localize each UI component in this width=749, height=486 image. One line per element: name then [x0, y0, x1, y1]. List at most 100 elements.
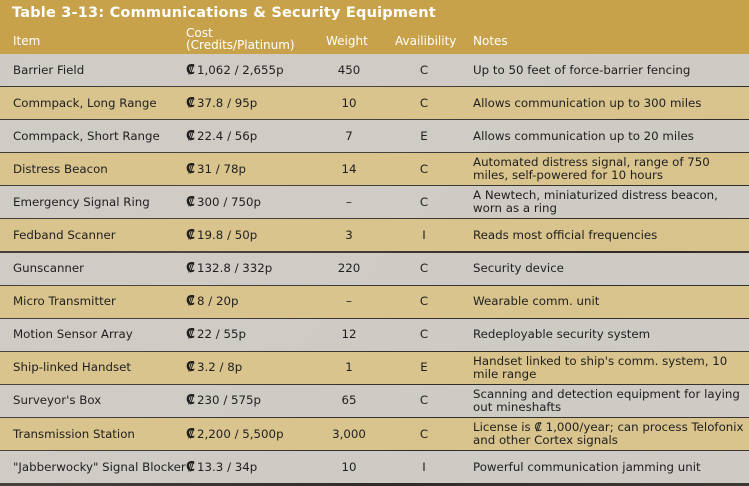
notes-cell: Handset linked to ship's comm. system, 1… [473, 353, 728, 381]
availability-cell: C [419, 95, 429, 110]
weight-cell: 3,000 [332, 426, 366, 441]
notes-cell: Redeployable security system [473, 327, 651, 342]
cost-value: 230 / 575p [197, 393, 262, 408]
table-row: Emergency Signal Ring ₡ 300 / 750p – C A Newt… [0, 186, 749, 219]
table-row: Transmission Station ₡ 2,200 / 5,500p 3,000… [0, 418, 749, 451]
item-cell: Commpack, Short Range [13, 128, 160, 143]
item-cell: Emergency Signal Ring [13, 194, 150, 209]
weight-cell: 220 [337, 261, 361, 276]
credit-symbol: ₡ [186, 161, 196, 177]
cost-value: 31 / 78p [197, 161, 247, 176]
header-notes: Notes [473, 34, 508, 48]
availability-cell: C [419, 294, 429, 309]
item-cell: "Jabberwocky" Signal Blocker [13, 459, 186, 474]
cost-cell: ₡ 132.8 / 332p [186, 253, 316, 285]
notes-cell: License is ₡ 1,000/year; can process Tel… [473, 420, 744, 448]
credit-symbol: ₡ [186, 459, 196, 475]
availability-cell: E [420, 128, 428, 143]
weight-cell: 12 [341, 327, 357, 342]
notes-cell: Automated distress signal, range of 750 … [473, 155, 710, 183]
availability-cell: C [419, 62, 429, 77]
credit-symbol: ₡ [186, 128, 196, 144]
cost-cell: ₡ 22.4 / 56p [186, 120, 316, 152]
availability-cell: C [419, 393, 429, 408]
availability-cell: E [420, 360, 428, 375]
notes-cell: Scanning and detection equipment for lay… [473, 386, 740, 414]
item-cell: Fedband Scanner [13, 227, 116, 242]
cost-value: 3.2 / 8p [197, 360, 243, 375]
cost-cell: ₡ 3.2 / 8p [186, 352, 316, 384]
table-row: Surveyor's Box ₡ 230 / 575p 65 C Scanning and… [0, 384, 749, 417]
header-item: Item [13, 34, 41, 48]
availability-cell: C [419, 327, 429, 342]
weight-cell: – [346, 194, 352, 209]
cost-cell: ₡ 8 / 20p [186, 286, 316, 318]
credit-symbol: ₡ [186, 194, 196, 210]
notes-cell: Allows communication up to 20 miles [473, 128, 694, 143]
availability-cell: C [419, 426, 429, 441]
cost-value: 1,062 / 2,655p [197, 62, 284, 77]
notes-cell: Up to 50 feet of force-barrier fencing [473, 62, 691, 77]
notes-cell: A Newtech, miniaturized distress beacon,… [473, 188, 718, 216]
notes-cell: Powerful communication jamming unit [473, 459, 701, 474]
credit-symbol: ₡ [186, 327, 196, 343]
item-cell: Motion Sensor Array [13, 327, 133, 342]
credit-symbol: ₡ [186, 360, 196, 376]
table-row: Micro Transmitter ₡ 8 / 20p – C Wearable comm… [0, 285, 749, 318]
cost-value: 13.3 / 34p [197, 459, 258, 474]
credit-symbol: ₡ [186, 261, 196, 277]
weight-cell: 10 [341, 459, 357, 474]
cost-value: 300 / 750p [197, 194, 262, 209]
table-row: Motion Sensor Array ₡ 22 / 55p 12 C Redeploya… [0, 318, 749, 351]
cost-cell: ₡ 300 / 750p [186, 186, 316, 218]
weight-cell: 65 [341, 393, 357, 408]
credit-symbol: ₡ [186, 95, 196, 111]
header-cost: Cost (Credits/Platinum) [186, 27, 295, 51]
cost-cell: ₡ 2,200 / 5,500p [186, 418, 316, 450]
header-cost-line2: (Credits/Platinum) [186, 38, 295, 52]
notes-cell: Wearable comm. unit [473, 294, 600, 309]
table-body: Barrier Field ₡ 1,062 / 2,655p 450 C Up to 50… [0, 54, 749, 484]
table-row: Fedband Scanner ₡ 19.8 / 50p 3 I Reads most o… [0, 219, 749, 252]
item-cell: Micro Transmitter [13, 294, 116, 309]
weight-cell: 14 [341, 161, 357, 176]
cost-cell: ₡ 1,062 / 2,655p [186, 54, 316, 86]
cost-cell: ₡ 19.8 / 50p [186, 219, 316, 251]
credit-symbol: ₡ [186, 62, 196, 78]
credit-symbol: ₡ [186, 227, 196, 243]
notes-cell: Security device [473, 261, 564, 276]
item-cell: Gunscanner [13, 261, 85, 276]
cost-value: 19.8 / 50p [197, 227, 258, 242]
weight-cell: 450 [337, 62, 361, 77]
notes-cell: Reads most official frequencies [473, 227, 658, 242]
table-title-bar: Table 3-13: Communications & Security Eq… [0, 0, 749, 26]
weight-cell: 1 [345, 360, 353, 375]
credit-symbol: ₡ [186, 426, 196, 442]
weight-cell: – [346, 294, 352, 309]
weight-cell: 7 [345, 128, 353, 143]
item-cell: Surveyor's Box [13, 393, 102, 408]
item-cell: Commpack, Long Range [13, 95, 157, 110]
table-header-row: Item Cost (Credits/Platinum) Weight Avai… [0, 26, 749, 54]
availability-cell: I [422, 459, 426, 474]
cost-value: 37.8 / 95p [197, 95, 258, 110]
cost-value: 8 / 20p [197, 294, 239, 309]
item-cell: Transmission Station [13, 426, 135, 441]
cost-cell: ₡ 22 / 55p [186, 319, 316, 351]
credit-symbol: ₡ [186, 393, 196, 409]
item-cell: Distress Beacon [13, 161, 108, 176]
cost-cell: ₡ 13.3 / 34p [186, 451, 316, 483]
table-row: Barrier Field ₡ 1,062 / 2,655p 450 C Up to 50… [0, 54, 749, 86]
cost-cell: ₡ 31 / 78p [186, 153, 316, 185]
header-availability: Availibility [395, 34, 457, 48]
availability-cell: C [419, 161, 429, 176]
cost-cell: ₡ 230 / 575p [186, 385, 316, 417]
table-title: Table 3-13: Communications & Security Eq… [12, 5, 436, 21]
availability-cell: C [419, 261, 429, 276]
cost-cell: ₡ 37.8 / 95p [186, 87, 316, 119]
notes-cell: Allows communication up to 300 miles [473, 95, 702, 110]
cost-value: 22 / 55p [197, 327, 247, 342]
credit-symbol: ₡ [186, 294, 196, 310]
cost-value: 22.4 / 56p [197, 128, 258, 143]
